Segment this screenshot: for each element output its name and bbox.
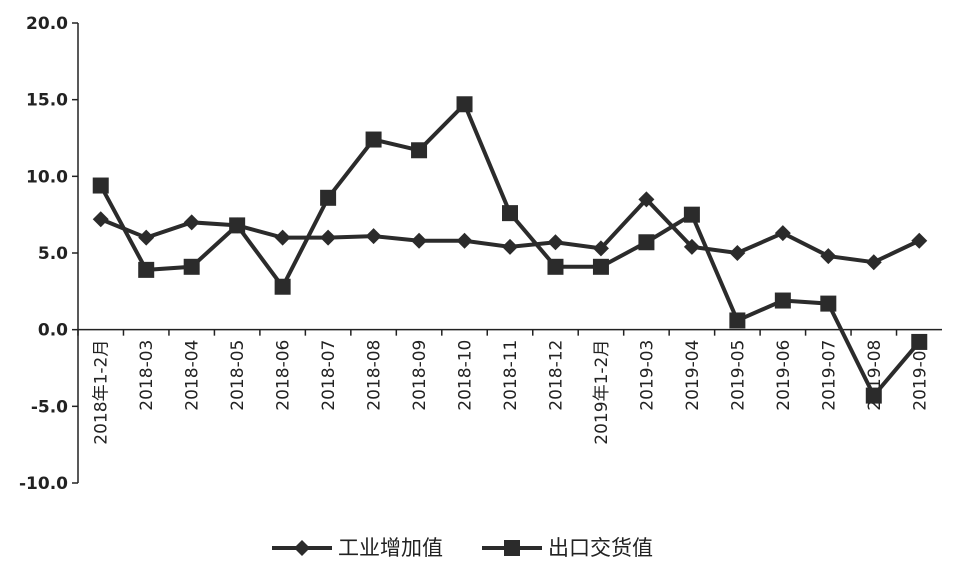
x-tick-label: 2018-12 (546, 340, 566, 411)
y-tick-label: 5.0 (38, 244, 68, 264)
x-tick-label: 2019年1-2月 (592, 340, 612, 445)
marker (92, 211, 109, 228)
marker (592, 240, 609, 257)
marker (365, 228, 382, 245)
marker (365, 131, 382, 148)
x-tick-label: 2019-09 (910, 340, 930, 411)
marker (138, 261, 155, 278)
marker (592, 258, 609, 275)
marker (320, 229, 337, 246)
marker (411, 232, 428, 249)
y-tick-label: -10.0 (19, 474, 68, 494)
marker (774, 292, 791, 309)
x-tick-label: 2019-04 (683, 340, 703, 411)
x-tick-label: 2018年1-2月 (92, 340, 112, 445)
marker (729, 245, 746, 261)
x-tick-label: 2018-10 (456, 340, 476, 411)
marker (683, 206, 700, 223)
marker (274, 278, 291, 295)
marker (683, 238, 700, 255)
marker (865, 387, 882, 404)
x-tick-label: 2018-08 (365, 340, 385, 411)
x-tick-label: 2018-09 (410, 340, 430, 411)
marker (729, 312, 746, 329)
legend-label: 工业增加值 (338, 536, 443, 560)
legend-label: 出口交货值 (548, 536, 653, 560)
x-tick-label: 2018-05 (228, 340, 248, 411)
y-tick-label: 10.0 (26, 167, 68, 187)
marker (229, 217, 246, 234)
marker (411, 142, 428, 159)
marker (911, 232, 928, 249)
x-tick-label: 2019-07 (819, 340, 839, 411)
x-tick-label: 2019-06 (774, 340, 794, 411)
x-tick-label: 2018-11 (501, 340, 521, 411)
marker (865, 254, 882, 271)
y-tick-label: 20.0 (26, 14, 68, 34)
marker (456, 96, 473, 113)
marker (502, 238, 518, 255)
marker (183, 214, 200, 231)
y-tick-label: 15.0 (26, 91, 68, 111)
marker (638, 191, 655, 208)
x-tick-label: 2018-04 (183, 340, 203, 411)
marker (911, 333, 928, 350)
marker (320, 189, 337, 206)
marker (456, 232, 473, 249)
marker (820, 248, 837, 265)
x-tick-label: 2018-03 (137, 340, 157, 411)
marker (183, 258, 200, 275)
marker (547, 234, 564, 251)
y-tick-label: -5.0 (31, 397, 68, 417)
marker (502, 205, 518, 222)
x-tick-label: 2018-06 (274, 340, 294, 411)
marker (92, 177, 109, 194)
x-tick-label: 2019-05 (728, 340, 748, 411)
x-tick-label: 2019-03 (637, 340, 657, 411)
marker (138, 229, 155, 246)
y-tick-label: 0.0 (38, 321, 68, 341)
marker (294, 540, 310, 556)
marker (820, 295, 837, 312)
marker (504, 540, 520, 556)
marker (274, 229, 291, 246)
marker (774, 225, 791, 242)
marker (638, 234, 655, 251)
marker (547, 258, 564, 275)
x-tick-label: 2018-07 (319, 340, 339, 411)
